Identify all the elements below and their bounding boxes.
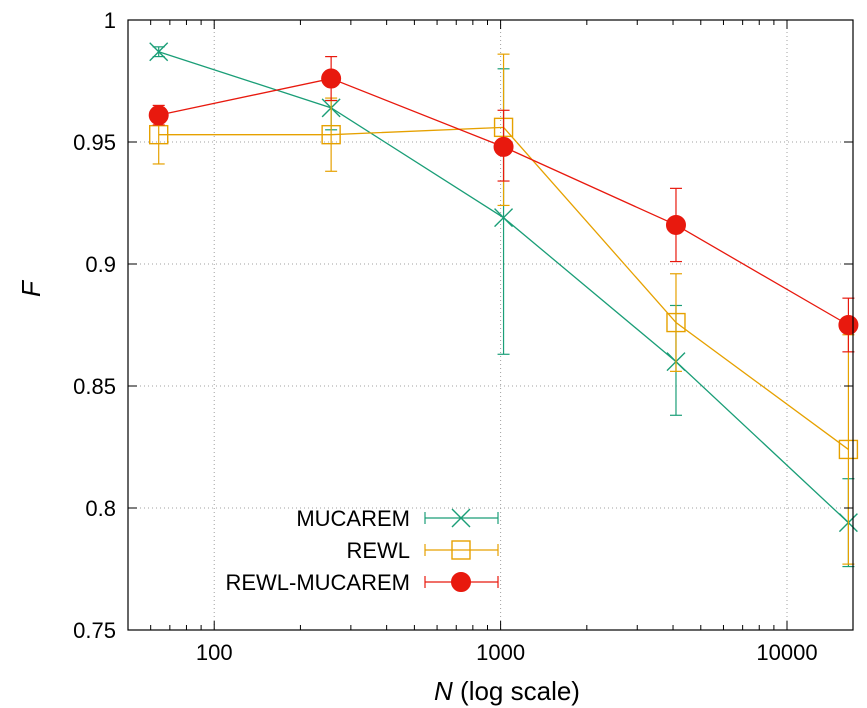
data-point (494, 208, 514, 228)
y-tick-label: 1 (104, 8, 116, 33)
y-axis-title: F (16, 279, 46, 297)
legend-entry: REWL (346, 538, 499, 563)
y-tick-label: 0.75 (73, 618, 116, 643)
legend-marker (451, 572, 471, 592)
x-axis-title: N (log scale) (434, 676, 580, 706)
axis-ticks: 0.75 0.8 0.85 0.9 0.95 1 100 1000 10000 (73, 8, 853, 665)
plot-border (127, 19, 854, 631)
x-axis-title-var: N (434, 676, 453, 706)
data-point (493, 136, 514, 157)
series-rewl-mucarem (148, 55, 859, 353)
legend-label: MUCAREM (296, 506, 410, 531)
legend-label: REWL-MUCAREM (225, 570, 410, 595)
y-tick-label: 0.85 (73, 374, 116, 399)
x-tick-label: 1000 (476, 640, 525, 665)
x-axis-title-suffix: (log scale) (460, 676, 580, 706)
data-point (838, 315, 859, 335)
data-point (321, 124, 341, 145)
y-tick-label: 0.95 (73, 130, 116, 155)
data-point (149, 42, 169, 62)
series-layer (148, 42, 859, 568)
data-point (666, 312, 686, 333)
grid (128, 20, 853, 630)
data-point (149, 124, 169, 145)
legend-marker-stroke (451, 508, 471, 528)
x-tick-label: 10000 (756, 640, 817, 665)
legend-entry: MUCAREM (296, 506, 499, 531)
y-tick-label: 0.9 (85, 252, 116, 277)
legend-marker (451, 508, 471, 528)
legend-entry: REWL-MUCAREM (225, 570, 499, 595)
legend-marker (451, 540, 471, 560)
data-point (148, 105, 169, 126)
y-tick-label: 0.8 (85, 496, 116, 521)
data-point (838, 439, 859, 460)
error-bar (669, 273, 682, 372)
data-point (665, 214, 686, 235)
plot-frame (127, 19, 854, 631)
legend: MUCAREM REWL REWL-MUCAREM (225, 506, 499, 595)
data-point-stroke (149, 42, 169, 62)
data-point-stroke (494, 208, 514, 228)
legend-label: REWL (346, 538, 410, 563)
data-point (321, 68, 342, 89)
x-tick-label: 100 (196, 640, 233, 665)
